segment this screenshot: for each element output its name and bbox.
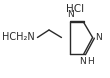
Text: N: N [95,33,102,42]
Text: N: N [79,57,86,66]
Text: N: N [67,10,74,19]
Text: H: H [87,57,94,66]
Text: HCH₂N: HCH₂N [2,33,35,43]
Text: HCl: HCl [66,4,84,14]
